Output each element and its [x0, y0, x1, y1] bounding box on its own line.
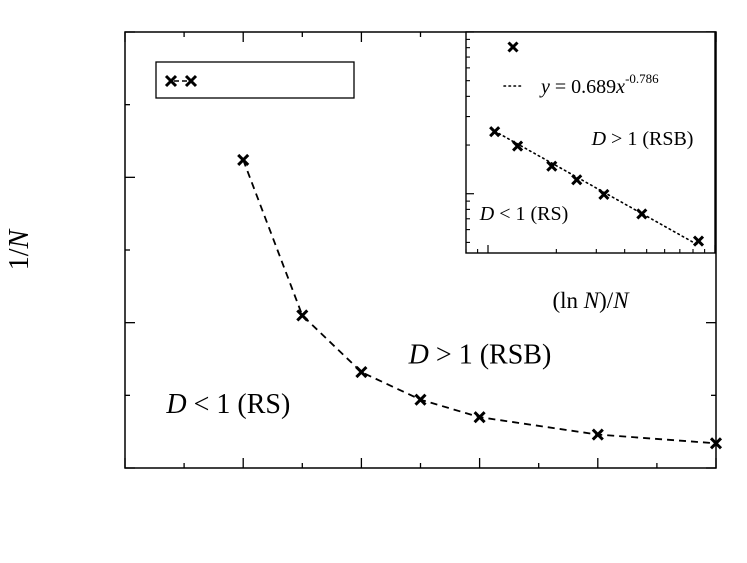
- legend: [155, 61, 355, 99]
- inset-x-axis-label: (ln N)/N: [552, 288, 630, 313]
- legend-box: [155, 61, 355, 99]
- inset-region-label-rsb: D > 1 (RSB): [591, 128, 694, 150]
- inset-data-point: [571, 174, 583, 186]
- inset-data-point: [512, 140, 524, 152]
- data-point: [414, 393, 427, 406]
- inset-plot: (ln N)/N D > 1 (RSB) D < 1 (RS) y = 0.689x-…: [465, 31, 716, 313]
- inset-region-label-rs: D < 1 (RS): [479, 203, 569, 225]
- data-point: [709, 437, 723, 450]
- inset-data-point: [636, 208, 648, 220]
- data-point: [473, 411, 486, 424]
- data-point: [237, 153, 250, 166]
- legend-marker: [184, 74, 198, 88]
- inset-data-point: [692, 235, 705, 247]
- inset-legend-marker: [507, 41, 519, 53]
- data-point: [591, 428, 604, 441]
- data-point: [355, 366, 368, 379]
- data-point: [296, 309, 309, 322]
- inset-data-point: [546, 160, 558, 172]
- inset-legend-fit-label: y = 0.689x-0.786: [539, 71, 659, 98]
- inset-frame: [465, 31, 716, 254]
- inset-data-point: [598, 188, 610, 200]
- region-label-rs: D < 1 (RS): [165, 389, 290, 420]
- fit-line: [493, 130, 700, 247]
- main-plot: 1/N D > 1 (RSB) D < 1 (RS): [4, 31, 723, 469]
- inset-legend: y = 0.689x-0.786: [503, 41, 659, 98]
- legend-marker: [164, 74, 178, 88]
- inset-data-point: [489, 126, 501, 138]
- y-axis-label: 1/N: [4, 228, 35, 270]
- region-label-rsb: D > 1 (RSB): [408, 339, 552, 370]
